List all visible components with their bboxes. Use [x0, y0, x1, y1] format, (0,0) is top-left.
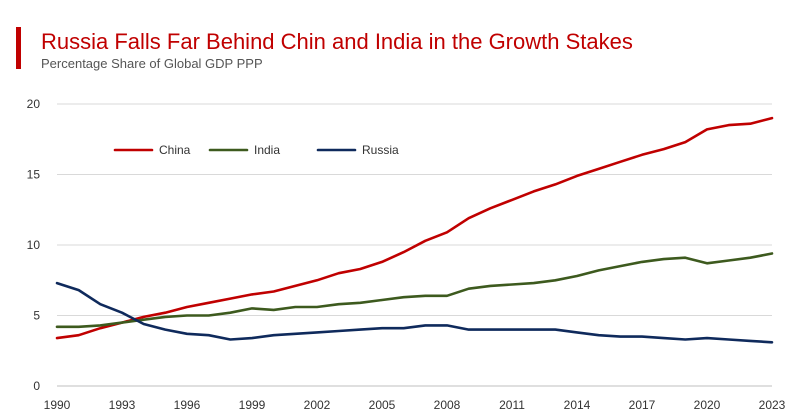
legend-label-china: China [159, 143, 191, 157]
y-tick-label: 20 [27, 97, 41, 111]
y-tick-label: 5 [33, 309, 40, 323]
x-tick-label: 1999 [239, 398, 266, 412]
legend-label-russia: Russia [362, 143, 399, 157]
y-axis: 0 5 10 15 20 [27, 97, 41, 393]
x-tick-label: 2014 [564, 398, 591, 412]
y-tick-label: 10 [27, 238, 41, 252]
x-tick-label: 2011 [499, 398, 525, 412]
y-tick-label: 15 [27, 168, 41, 182]
series-lines [55, 116, 774, 344]
x-tick-label: 2020 [694, 398, 721, 412]
x-tick-label: 2002 [304, 398, 331, 412]
x-tick-label: 1990 [44, 398, 71, 412]
x-axis: 1990 1993 1996 1999 2002 2005 2008 2011 2014 2017… [44, 398, 786, 412]
legend: China India Russia [113, 143, 399, 157]
title-accent-bar [16, 27, 21, 69]
series-line-india [55, 252, 774, 329]
series-line-china [55, 116, 774, 340]
series-line-russia [55, 281, 774, 344]
legend-label-india: India [254, 143, 280, 157]
chart-title: Russia Falls Far Behind Chin and India i… [41, 29, 633, 54]
chart-subtitle: Percentage Share of Global GDP PPP [41, 56, 263, 71]
x-tick-label: 2005 [369, 398, 396, 412]
x-tick-label: 1996 [174, 398, 201, 412]
x-tick-label: 2008 [434, 398, 461, 412]
x-tick-label: 2023 [759, 398, 786, 412]
x-tick-label: 2017 [629, 398, 656, 412]
x-tick-label: 1993 [109, 398, 136, 412]
y-tick-label: 0 [33, 379, 40, 393]
